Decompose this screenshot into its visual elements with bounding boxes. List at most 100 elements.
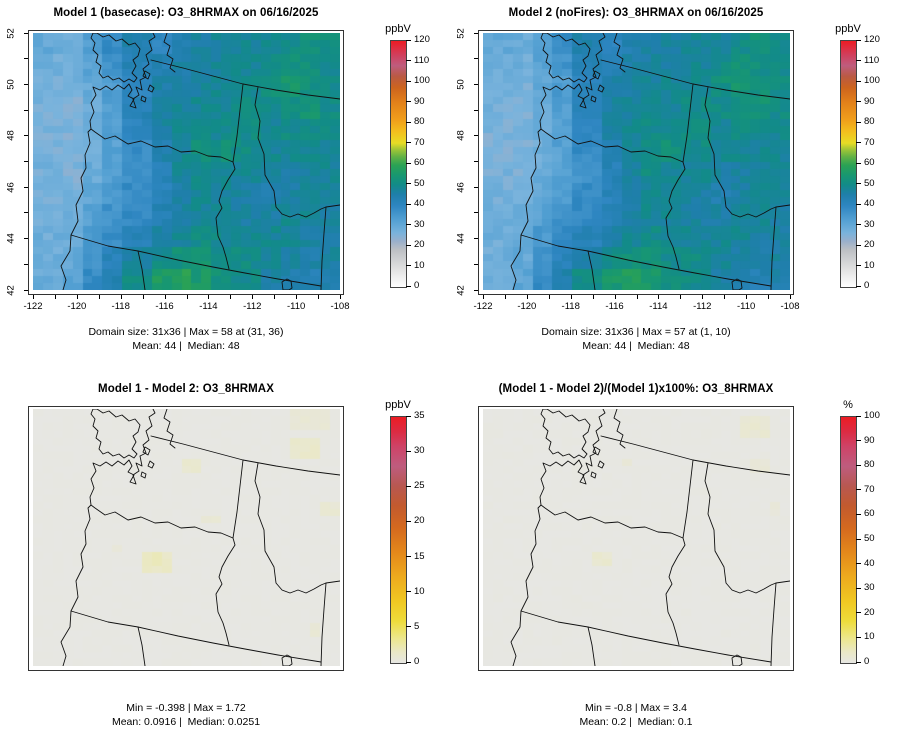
- colorbar-tick-label: 110: [864, 54, 880, 66]
- x-axis-tick: [296, 295, 298, 299]
- colorbar-tick: [856, 636, 861, 638]
- colorbar: [390, 416, 407, 664]
- y-axis-tick: [474, 289, 478, 291]
- y-axis-tick-label: 52: [455, 27, 467, 39]
- y-axis-tick: [474, 238, 478, 240]
- y-axis-tick-label: 42: [455, 284, 467, 296]
- colorbar-tick: [856, 80, 861, 82]
- colorbar-tick-label: 110: [414, 54, 430, 66]
- colorbar-tick-label: 60: [864, 157, 875, 168]
- colorbar-tick: [856, 440, 861, 442]
- stats-caption-line2: Mean: 44 | Median: 48: [132, 340, 240, 352]
- x-axis-tick-label: -116: [155, 301, 174, 312]
- colorbar-tick: [406, 285, 411, 287]
- colorbar-tick: [406, 80, 411, 82]
- colorbar-tick-label: 0: [864, 280, 870, 291]
- y-axis-tick: [474, 58, 478, 60]
- colorbar-tick: [856, 661, 861, 663]
- state-boundaries-overlay: [510, 409, 790, 666]
- colorbar-tick-label: 25: [414, 480, 425, 492]
- colorbar: [840, 40, 857, 288]
- x-axis-tick: [790, 295, 791, 299]
- colorbar-tick-label: 0: [414, 280, 420, 291]
- colorbar-tick-label: 50: [414, 177, 425, 189]
- stats-caption-line1: Domain size: 31x36 | Max = 58 at (31, 36…: [88, 326, 284, 338]
- x-axis-tick: [746, 295, 748, 299]
- x-axis-tick: [340, 295, 341, 299]
- x-axis-tick-label: -110: [286, 301, 306, 312]
- colorbar: [840, 416, 857, 664]
- x-axis-tick-label: -122: [473, 301, 493, 312]
- colorbar-tick-label: 70: [414, 136, 425, 148]
- colorbar-tick: [856, 121, 861, 123]
- colorbar-tick: [406, 265, 411, 266]
- colorbar-tick: [406, 556, 411, 558]
- panel-model1-map: Model 1 (basecase): O3_8HRMAX on 06/16/2…: [0, 0, 450, 376]
- panel-percent-difference-map: (Model 1 - Model 2)/(Model 1)x100%: O3_8…: [450, 376, 900, 752]
- x-axis-tick-label: -112: [693, 301, 712, 312]
- colorbar-tick: [856, 464, 861, 466]
- colorbar-tick: [856, 224, 861, 225]
- x-axis-tick: [658, 295, 660, 299]
- x-axis-tick: [164, 295, 166, 299]
- colorbar-tick-label: 80: [864, 116, 875, 127]
- y-axis-tick: [474, 135, 478, 137]
- colorbar-tick-label: 20: [864, 606, 875, 618]
- x-axis-tick-label: -120: [67, 301, 87, 312]
- y-axis-tick-label: 52: [5, 27, 17, 39]
- colorbar-unit-label: ppbV: [385, 399, 411, 411]
- y-axis-tick-label: 50: [5, 79, 17, 90]
- colorbar-tick-label: 30: [864, 582, 875, 594]
- colorbar-tick: [856, 489, 861, 491]
- colorbar-tick: [406, 415, 411, 417]
- colorbar-tick: [856, 612, 861, 614]
- x-axis-tick: [230, 295, 232, 299]
- x-axis-tick: [592, 295, 594, 299]
- y-axis-tick-label: 46: [455, 181, 467, 193]
- x-axis-tick-label: -112: [243, 301, 262, 312]
- colorbar-tick: [856, 285, 861, 287]
- y-axis-tick-label: 44: [455, 233, 467, 244]
- colorbar: [390, 40, 407, 288]
- x-axis-tick-label: -120: [517, 301, 537, 312]
- y-axis-tick: [24, 212, 28, 214]
- colorbar-tick-label: 90: [864, 434, 875, 446]
- colorbar-tick-label: 30: [414, 445, 425, 457]
- colorbar-tick-label: 40: [864, 198, 875, 209]
- colorbar-tick-label: 100: [864, 75, 880, 86]
- colorbar-tick: [856, 142, 861, 143]
- colorbar-unit-label: %: [843, 399, 853, 411]
- colorbar-tick-label: 100: [864, 410, 880, 421]
- panel-model2-map: Model 2 (noFires): O3_8HRMAX on 06/16/20…: [450, 0, 900, 376]
- colorbar-tick: [406, 591, 411, 593]
- plot-box: [28, 406, 344, 671]
- colorbar-tick: [406, 485, 411, 487]
- x-axis-tick: [76, 295, 78, 299]
- panel-title: (Model 1 - Model 2)/(Model 1)x100%: O3_8…: [498, 383, 774, 395]
- y-axis-tick: [474, 83, 478, 85]
- colorbar-tick: [856, 244, 861, 246]
- colorbar-tick: [856, 587, 861, 589]
- colorbar-tick: [406, 203, 411, 205]
- colorbar-tick: [856, 265, 861, 266]
- colorbar-tick-label: 40: [864, 557, 875, 569]
- panel-difference-map: Model 1 - Model 2: O3_8HRMAX ppbV Min = …: [0, 376, 450, 752]
- colorbar-tick-label: 30: [864, 218, 875, 230]
- colorbar-tick-label: 10: [864, 259, 875, 271]
- x-axis-tick: [318, 295, 320, 299]
- x-axis-tick: [768, 295, 770, 299]
- panel-title: Model 2 (noFires): O3_8HRMAX on 06/16/20…: [508, 7, 764, 19]
- colorbar-tick-label: 20: [414, 239, 425, 250]
- x-axis-tick-label: -122: [23, 301, 43, 312]
- stats-caption-line1: Min = -0.398 | Max = 1.72: [126, 702, 246, 714]
- colorbar-tick: [856, 39, 861, 41]
- colorbar-tick: [856, 203, 861, 205]
- colorbar-tick-label: 30: [414, 218, 425, 230]
- colorbar-tick-label: 120: [864, 34, 880, 45]
- colorbar-tick-label: 60: [864, 508, 875, 520]
- panel-title: Model 1 - Model 2: O3_8HRMAX: [98, 383, 274, 395]
- colorbar-tick-label: 15: [414, 550, 425, 562]
- colorbar-tick-label: 20: [864, 239, 875, 250]
- y-axis-tick: [24, 161, 28, 162]
- x-axis-tick: [483, 295, 484, 299]
